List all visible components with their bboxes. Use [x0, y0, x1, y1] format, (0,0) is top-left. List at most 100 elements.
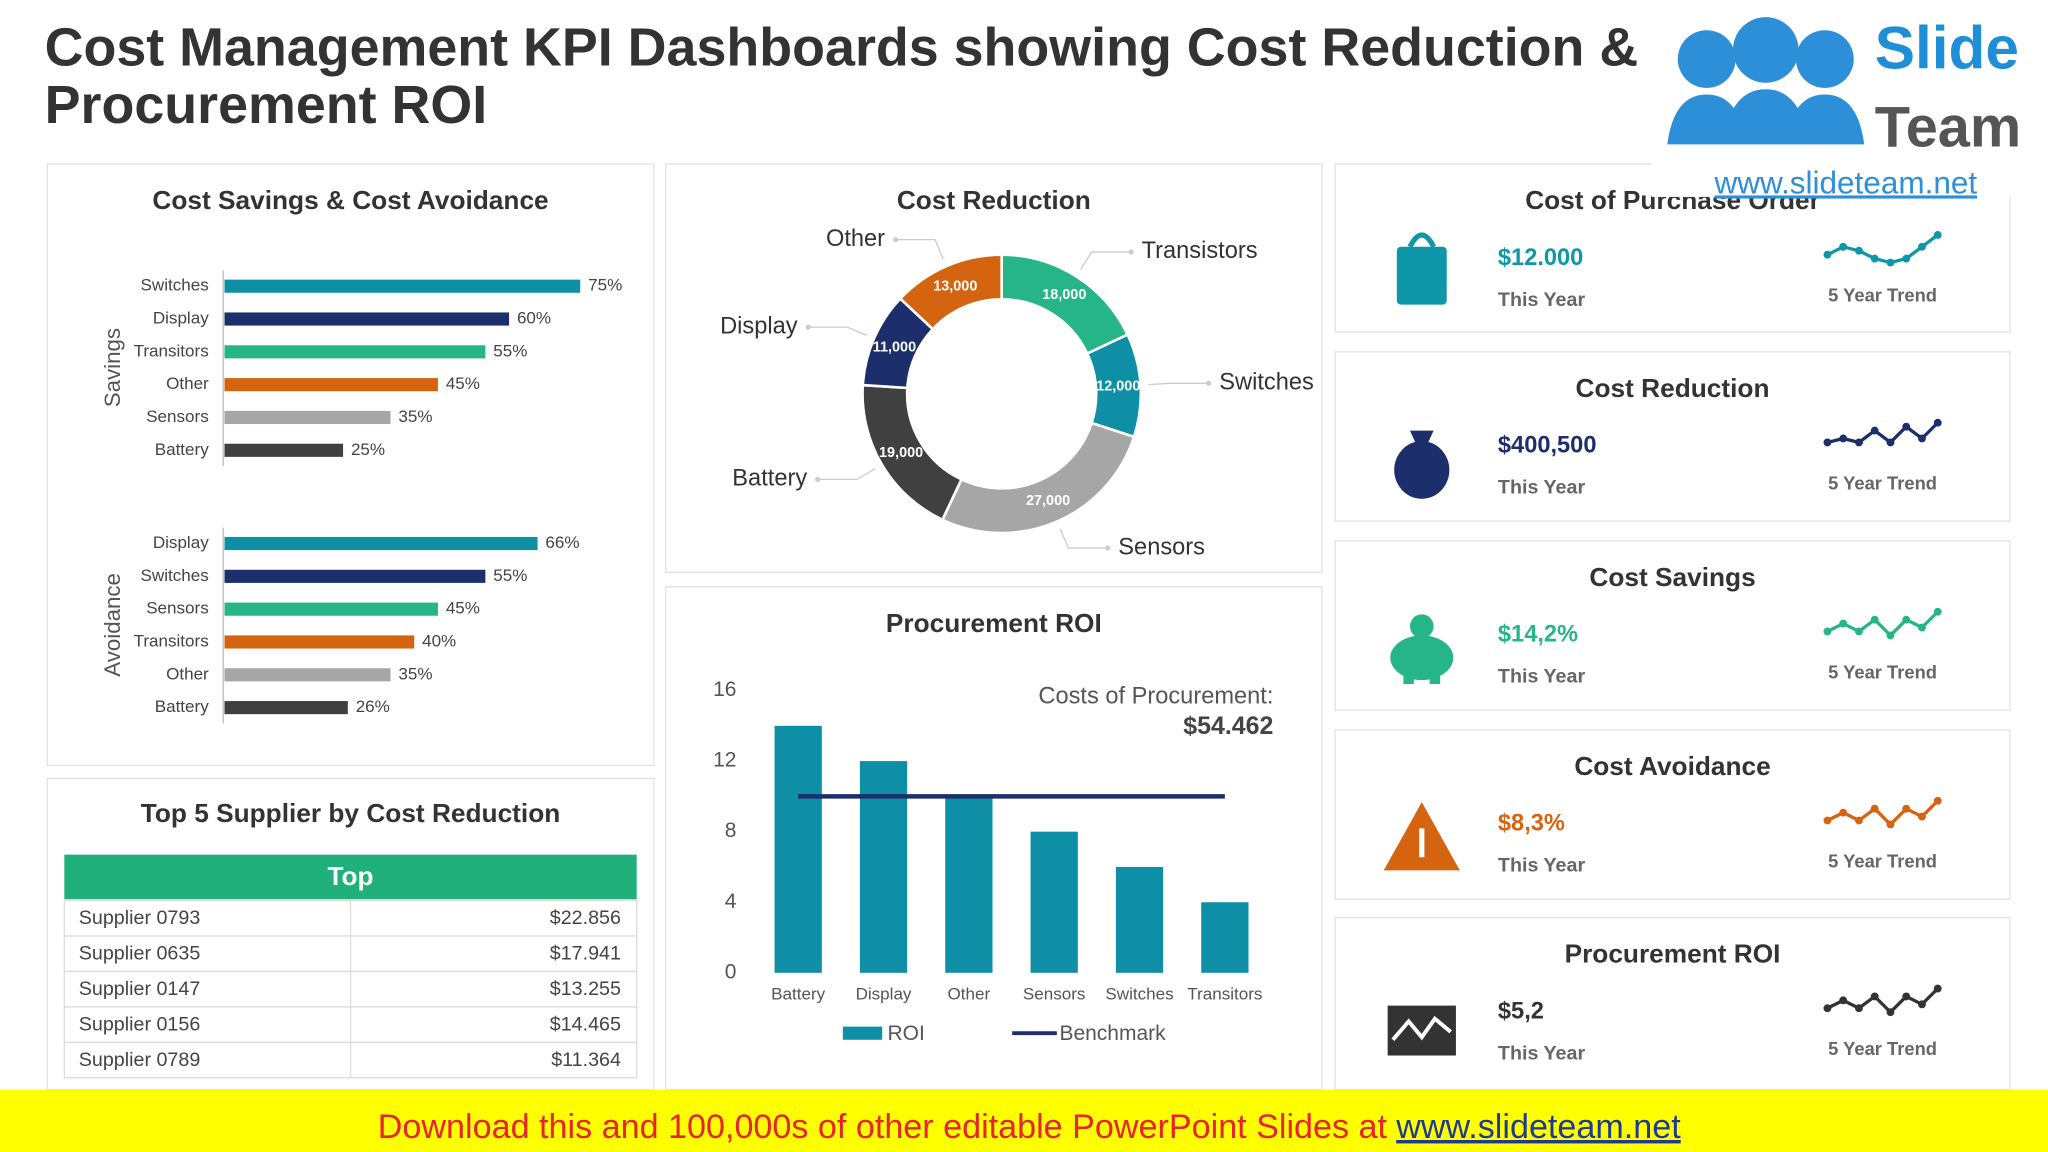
sparkline-dot [1823, 1004, 1832, 1013]
kpi-trend-label: 5 Year Trend [1828, 472, 1937, 493]
kpi-icon [1390, 635, 1454, 681]
logo-brand: Slide [1875, 13, 2019, 81]
bar [224, 536, 538, 551]
table-cell: Supplier 0793 [79, 907, 201, 929]
panel [46, 163, 655, 767]
kpi-icon [1429, 670, 1441, 684]
logo-icon [1667, 89, 1865, 145]
value-label: 25% [351, 440, 385, 459]
bar [224, 443, 344, 457]
table-cell: Supplier 0156 [79, 1014, 201, 1036]
category-label: Other [166, 374, 209, 393]
bar [1201, 902, 1249, 973]
table-cell: $13.255 [550, 978, 621, 1000]
sparkline-dot [1855, 627, 1863, 636]
logo-icon [1732, 17, 1799, 83]
value-label: 60% [517, 309, 551, 328]
page-title: Cost Management KPI Dashboards showing C… [45, 17, 1639, 77]
leader-dot [1128, 249, 1134, 255]
kpi-trend-label: 5 Year Trend [1828, 661, 1937, 682]
sparkline-dot [1823, 438, 1832, 447]
footer-link[interactable]: www.slideteam.net [1395, 1108, 1681, 1146]
value-label: 13,000 [933, 278, 977, 294]
sparkline-dot [1933, 418, 1942, 427]
footer-text: Download this and 100,000s of other edit… [378, 1108, 1388, 1146]
kpi-period: This Year [1498, 1042, 1586, 1064]
sparkline-dot [1902, 254, 1911, 263]
sparkline-dot [1839, 808, 1848, 817]
sparkline-dot [1902, 992, 1911, 1001]
bar [224, 279, 581, 293]
sparkline-dot [1870, 426, 1879, 435]
category-label: Display [153, 533, 209, 552]
category-label: Transitors [134, 631, 209, 650]
kpi-value: $12.000 [1498, 245, 1583, 271]
logo-url: www.slideteam.net [1714, 164, 1978, 200]
x-tick-label: Battery [771, 985, 825, 1004]
bar [224, 602, 438, 616]
value-label: 35% [398, 664, 432, 683]
y-tick-label: 12 [713, 749, 736, 772]
kpi-trend-label: 5 Year Trend [1828, 850, 1937, 871]
kpi-period: This Year [1498, 289, 1586, 311]
kpi-icon [1403, 670, 1414, 684]
leader-line [895, 238, 944, 260]
sparkline-dot [1870, 804, 1879, 813]
y-tick-label: 16 [713, 678, 736, 701]
sparkline-dot [1918, 434, 1926, 443]
sparkline-dot [1933, 231, 1942, 239]
value-label: 35% [398, 407, 432, 426]
table-cell: Supplier 0635 [79, 943, 201, 965]
bar [224, 569, 486, 583]
kpi-icon [1387, 1005, 1456, 1056]
category-label: Display [720, 313, 798, 339]
kpi-icon [1407, 232, 1436, 249]
sparkline-dot [1902, 804, 1911, 813]
table-title: Top 5 Supplier by Cost Reduction [141, 798, 561, 828]
bar [1115, 866, 1164, 973]
leader-dot [815, 476, 821, 483]
sparkline-dot [1886, 820, 1895, 829]
table-cell: $22.856 [550, 907, 621, 929]
logo-icon [1677, 30, 1736, 88]
table-header-label: Top [327, 861, 373, 891]
chart-title: Procurement ROI [886, 608, 1102, 638]
leader-line [808, 326, 867, 337]
sparkline-dot [1823, 816, 1832, 825]
group-label: Savings [100, 328, 125, 407]
category-label: Sensors [146, 407, 209, 426]
leader-dot [1105, 545, 1111, 551]
table-cell: $14.465 [550, 1014, 621, 1036]
kpi-title: Cost Avoidance [1574, 751, 1770, 781]
x-tick-label: Other [948, 985, 991, 1004]
sparkline-dot [1918, 812, 1926, 821]
value-label: 11,000 [873, 339, 916, 355]
bar [1030, 831, 1078, 973]
kpi-value: $8,3% [1498, 811, 1565, 837]
sparkline-dot [1823, 627, 1832, 636]
kpi-icon [1391, 1015, 1452, 1042]
value-label: 19,000 [879, 445, 923, 461]
value-label: 45% [446, 599, 480, 618]
value-label: 12,000 [1096, 378, 1140, 394]
value-label: 40% [422, 631, 456, 650]
footer-band [0, 1089, 2048, 1152]
logo: Slide Team www.slideteam.net [1651, 0, 2048, 200]
category-label: Other [166, 664, 209, 683]
table-cell: Supplier 0147 [79, 978, 200, 1000]
sparkline-dot [1918, 242, 1926, 251]
chart-title: Cost Reduction [897, 185, 1091, 215]
category-label: Other [826, 226, 885, 252]
sparkline-dot [1918, 623, 1926, 632]
kpi-icon [1409, 614, 1434, 639]
bar [224, 312, 510, 326]
leader-line [817, 468, 876, 481]
kpi-icon [1396, 246, 1447, 305]
category-label: Sensors [146, 599, 209, 618]
kpi-value: $400,500 [1498, 433, 1597, 459]
sparkline-dot [1839, 996, 1848, 1005]
kpi-value: $14,2% [1498, 622, 1578, 648]
bar [224, 668, 391, 682]
kpi-title: Procurement ROI [1565, 939, 1781, 969]
